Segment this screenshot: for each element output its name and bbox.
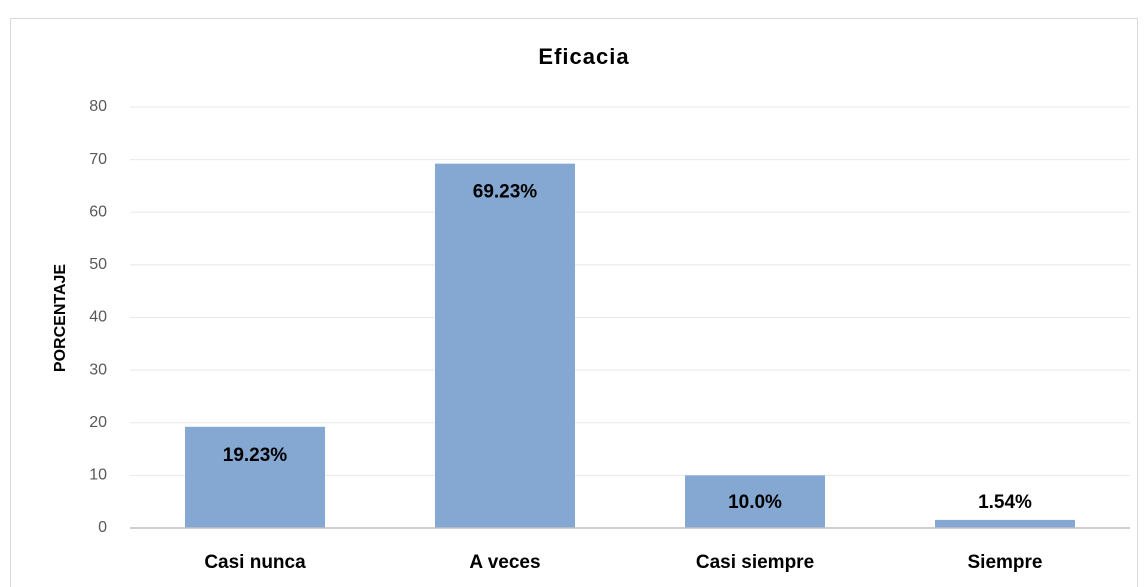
bar	[935, 519, 1075, 528]
value-label: 69.23%	[473, 182, 538, 203]
bar	[435, 163, 575, 528]
x-tick-label: Casi nunca	[204, 552, 306, 573]
y-tick-label: 10	[89, 467, 107, 484]
value-label: 19.23%	[223, 445, 288, 466]
y-tick-label: 80	[89, 98, 107, 115]
y-axis-label: PORCENTAJE	[52, 264, 69, 372]
y-tick-label: 60	[89, 203, 107, 220]
chart-title: Eficacia	[538, 44, 629, 69]
x-tick-label: Casi siempre	[696, 552, 814, 573]
y-tick-label: 0	[98, 519, 107, 536]
y-tick-label: 20	[89, 414, 107, 431]
x-tick-label: Siempre	[968, 552, 1043, 573]
x-tick-label: A veces	[469, 552, 540, 573]
value-label: 10.0%	[728, 492, 782, 513]
y-tick-label: 70	[89, 151, 107, 168]
bar	[685, 475, 825, 528]
y-tick-label: 40	[89, 309, 107, 326]
value-label: 1.54%	[978, 492, 1032, 513]
bar	[185, 426, 325, 528]
y-tick-label: 30	[89, 361, 107, 378]
y-tick-label: 50	[89, 256, 107, 273]
